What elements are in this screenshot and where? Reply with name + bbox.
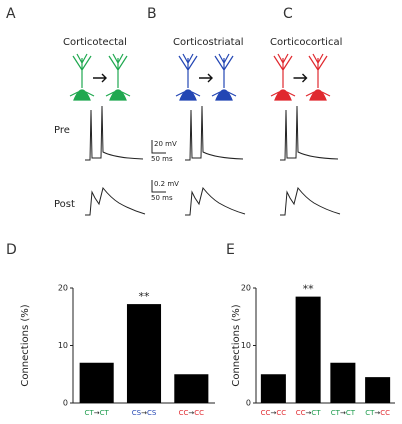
neuron [270,53,296,101]
pre-trace [85,105,144,161]
arrow [199,73,213,83]
post-trace [280,186,341,216]
pre-trace [280,105,339,161]
y-tick-label: 0 [246,399,251,408]
x-tick-label: CC→CT [296,409,322,417]
arrow [93,73,107,83]
soma [309,89,327,101]
panel-label: D [6,242,17,258]
panel-label: E [226,242,235,258]
y-tick-label: 10 [241,341,251,350]
annotation: ** [303,283,315,296]
soma [73,89,91,101]
cell-title: Corticocortical [270,37,342,48]
y-axis-label: Connections (%) [20,304,31,386]
post-trace [185,186,246,216]
cell-title: Corticotectal [63,37,127,48]
x-tick-label: CS→CS [132,409,157,417]
pre-trace [185,105,244,161]
scale-label: 20 mV [154,140,177,148]
x-tick-label: CC→CC [179,409,205,417]
bar [330,362,356,403]
y-tick-label: 0 [63,399,68,408]
neuron [69,53,95,101]
bar [365,377,391,403]
scale-label: 50 ms [151,194,173,202]
scale-label: 0.2 mV [154,180,179,188]
bar [260,374,286,403]
dendrites [211,53,237,97]
bar [174,374,209,403]
neuron [305,53,331,101]
neuron [175,53,201,101]
neuron [105,53,131,101]
x-tick-label: CT→CT [331,409,356,417]
post-trace [85,186,146,216]
x-tick-label: CT→CC [365,409,390,417]
dendrites [270,53,296,97]
dendrites [175,53,201,97]
x-tick-label: CC→CC [261,409,287,417]
panel-label: A [6,6,16,22]
bar [126,304,162,403]
neuron [211,53,237,101]
panel-label: C [283,6,293,22]
y-tick-label: 10 [58,341,68,350]
y-axis-label: Connections (%) [231,304,242,386]
x-tick-label: CT→CT [85,409,110,417]
annotation: ** [139,290,151,303]
scale-label: 50 ms [151,155,173,163]
bar [79,362,114,403]
panel-label: B [147,6,157,22]
trace-label: Post [54,199,75,210]
y-tick-label: 20 [241,284,251,293]
arrow [293,73,308,83]
soma [215,89,233,101]
soma [274,89,292,101]
soma [109,89,127,101]
cell-title: Corticostriatal [173,37,244,48]
scale-bar [151,140,166,193]
dendrites [305,53,331,97]
soma [179,89,197,101]
bar [295,296,321,403]
dendrites [69,53,95,97]
trace-label: Pre [54,125,70,136]
y-tick-label: 20 [58,284,68,293]
dendrites [105,53,131,97]
